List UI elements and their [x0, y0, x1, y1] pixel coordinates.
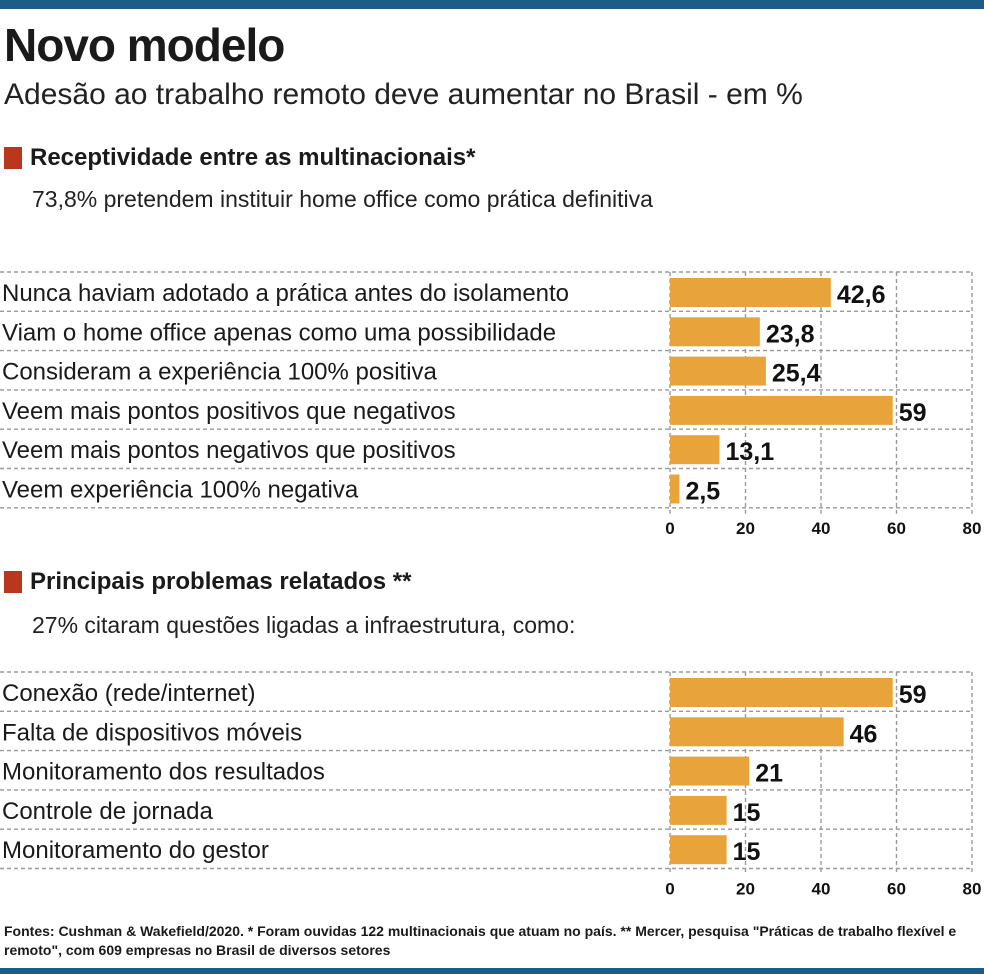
chart1-category-label: Nunca haviam adotado a prática antes do …	[2, 280, 569, 307]
chart1-tick-label: 40	[812, 519, 831, 538]
section1-note: 73,8% pretendem instituir home office co…	[32, 186, 653, 212]
chart1-bar	[670, 278, 831, 307]
chart1-category-label: Veem mais pontos negativos que positivos	[2, 437, 456, 464]
chart1-value-label: 23,8	[766, 320, 815, 348]
chart1-bar	[670, 435, 720, 465]
chart1-value-label: 13,1	[725, 438, 774, 466]
chart1-category-label: Viam o home office apenas como uma possi…	[2, 319, 556, 346]
chart1-category-label: Veem experiência 100% negativa	[2, 477, 359, 504]
chart1-bar	[670, 356, 766, 386]
chart2-value-label: 59	[899, 681, 927, 709]
footer-sources: Fontes: Cushman & Wakefield/2020. * Fora…	[4, 923, 957, 958]
section2-marker	[4, 571, 22, 593]
chart1-value-label: 25,4	[772, 360, 821, 388]
chart2-bar	[670, 717, 844, 747]
chart1-category-label: Consideram a experiência 100% positiva	[2, 359, 438, 386]
chart-receptividade: Nunca haviam adotado a prática antes do …	[0, 271, 982, 538]
chart2-value-label: 46	[850, 720, 878, 748]
chart2-category-label: Monitoramento dos resultados	[2, 759, 325, 786]
chart1-value-label: 42,6	[837, 281, 886, 309]
section2-heading-text: Principais problemas relatados **	[30, 568, 412, 595]
chart2-tick-label: 40	[812, 880, 831, 899]
bottom-rule	[0, 968, 984, 974]
section1-marker	[4, 147, 22, 169]
top-rule	[0, 0, 984, 9]
chart-problemas: Conexão (rede/internet) 59 Falta de dispos…	[0, 671, 982, 899]
chart1-tick-label: 20	[736, 519, 755, 538]
chart2-bar	[670, 756, 750, 786]
chart2-tick-label: 0	[665, 880, 674, 899]
chart1-tick-label: 80	[963, 519, 982, 538]
chart1-tick-label: 60	[887, 519, 906, 538]
chart1-bar	[670, 395, 893, 425]
chart2-bar	[670, 835, 727, 865]
chart1-tick-label: 0	[665, 519, 674, 538]
chart1-value-label: 59	[899, 399, 927, 427]
chart2-value-label: 15	[733, 799, 761, 827]
chart2-bar	[670, 795, 727, 825]
page-title: Novo modelo	[4, 19, 285, 71]
chart2-category-label: Falta de dispositivos móveis	[2, 719, 302, 746]
chart2-category-label: Conexão (rede/internet)	[2, 680, 255, 707]
section1-heading: Receptividade entre as multinacionais*	[4, 146, 476, 170]
chart2-value-label: 21	[755, 760, 783, 788]
chart2-bar	[670, 678, 893, 707]
section2-note: 27% citaram questões ligadas a infraestr…	[32, 612, 576, 638]
section2-heading: Principais problemas relatados **	[4, 570, 411, 594]
chart2-tick-label: 60	[887, 880, 906, 899]
chart2-tick-label: 80	[963, 880, 982, 899]
chart2-category-label: Controle de jornada	[2, 798, 213, 825]
section1-heading-text: Receptividade entre as multinacionais*	[30, 144, 476, 171]
chart1-bar	[670, 474, 680, 504]
chart1-bar	[670, 317, 760, 347]
page-subtitle: Adesão ao trabalho remoto deve aumentar …	[4, 78, 803, 111]
chart2-tick-label: 20	[736, 880, 755, 899]
chart2-value-label: 15	[733, 838, 761, 866]
chart2-category-label: Monitoramento do gestor	[2, 837, 269, 864]
chart1-value-label: 2,5	[685, 478, 720, 506]
chart1-category-label: Veem mais pontos positivos que negativos	[2, 398, 456, 425]
